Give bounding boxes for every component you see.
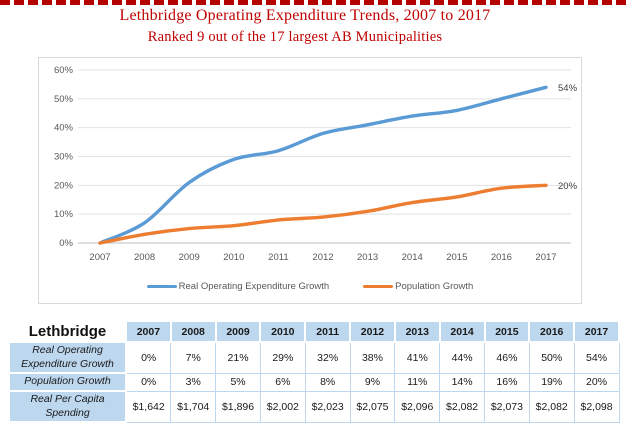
table-value-cell: 29% xyxy=(259,341,306,374)
table-year-header: 2014 xyxy=(438,320,486,343)
x-axis-tick-label: 2007 xyxy=(89,252,110,263)
table-value-cell: 11% xyxy=(394,372,441,392)
y-axis-tick-label: 50% xyxy=(54,94,74,105)
table-value-cell: $2,082 xyxy=(528,390,575,423)
table-row-label: Real Operating Expenditure Growth xyxy=(8,341,127,374)
legend-line-swatch xyxy=(363,284,394,289)
table-row: Real Operating Expenditure Growth 0% 7% 21%… xyxy=(8,341,620,374)
table-year-header: 2016 xyxy=(528,320,576,343)
chart-plot-area: 0% 10% 20% 30% 40% 50% 60% 2007 2008 2009 2010 2011… xyxy=(54,65,578,263)
x-axis-tick-label: 2011 xyxy=(268,252,288,263)
table-year-header: 2012 xyxy=(349,320,396,343)
y-axis-tick-label: 30% xyxy=(54,152,74,163)
table-row-label: Real Per Capita Spending xyxy=(8,390,127,423)
table-year-header: 2011 xyxy=(304,320,352,343)
top-dashed-border xyxy=(0,0,627,5)
y-axis-tick-label: 40% xyxy=(54,123,74,134)
series-end-data-label: 54% xyxy=(558,83,578,94)
table-value-cell: 50% xyxy=(528,341,575,374)
table-value-cell: 3% xyxy=(170,372,217,392)
x-axis-tick-label: 2008 xyxy=(134,252,155,263)
series-line xyxy=(98,85,548,245)
table-corner-label: Lethbridge xyxy=(8,320,127,343)
legend-item: Real Operating Expenditure Growth xyxy=(146,281,330,292)
table-year-header: 2017 xyxy=(573,320,620,343)
x-axis-tick-label: 2012 xyxy=(312,252,333,263)
table-value-cell: 8% xyxy=(304,372,351,392)
table-value-cell: $2,096 xyxy=(394,390,441,423)
table-value-cell: 44% xyxy=(439,341,485,374)
table-row-label: Population Growth xyxy=(8,372,127,392)
table-year-header: 2015 xyxy=(483,320,531,343)
table-year-header: 2008 xyxy=(169,320,217,343)
x-axis-tick-label: 2009 xyxy=(179,252,200,263)
table-value-cell: 14% xyxy=(439,372,485,392)
table-value-cell: $2,082 xyxy=(439,390,485,423)
legend-item: Population Growth xyxy=(363,281,473,292)
x-axis-tick-label: 2013 xyxy=(357,252,378,263)
table-value-cell: 19% xyxy=(528,372,575,392)
table-value-cell: 5% xyxy=(215,372,261,392)
series-end-data-label: 20% xyxy=(558,181,578,192)
table-value-cell: 21% xyxy=(215,341,261,374)
series-line xyxy=(98,183,548,245)
table-value-cell: 6% xyxy=(259,372,306,392)
table-value-cell: 54% xyxy=(573,341,620,374)
chart-legend: Real Operating Expenditure Growth Populat… xyxy=(39,281,581,292)
table-year-header: 2009 xyxy=(214,320,262,343)
y-axis-tick-label: 10% xyxy=(54,209,74,220)
table-value-cell: 9% xyxy=(349,372,396,392)
table-value-cell: 0% xyxy=(125,341,172,374)
x-axis-tick-label: 2017 xyxy=(535,252,556,263)
table-value-cell: 0% xyxy=(125,372,172,392)
x-axis-tick-label: 2010 xyxy=(223,252,244,263)
table-year-header: 2007 xyxy=(125,320,172,343)
table-row: Real Per Capita Spending $1,642 $1,704 $1,8… xyxy=(8,390,620,423)
table-header-row: Lethbridge 2007 2008 2009 2010 2011 2012 2013 2… xyxy=(8,320,620,343)
x-axis-tick-label: 2014 xyxy=(402,252,423,263)
table-year-header: 2013 xyxy=(393,320,441,343)
y-axis-tick-label: 60% xyxy=(54,65,74,76)
table-value-cell: 41% xyxy=(394,341,441,374)
table-value-cell: 20% xyxy=(573,372,620,392)
table-value-cell: $2,002 xyxy=(259,390,306,423)
table-value-cell: 46% xyxy=(484,341,530,374)
table-value-cell: $2,075 xyxy=(349,390,396,423)
legend-line-swatch xyxy=(146,284,177,289)
table-value-cell: $2,098 xyxy=(573,390,620,423)
y-axis-tick-label: 20% xyxy=(54,180,74,191)
chart-subtitle: Ranked 9 out of the 17 largest AB Munici… xyxy=(147,29,443,45)
table-value-cell: $2,023 xyxy=(304,390,351,423)
table-value-cell: 16% xyxy=(484,372,530,392)
legend-label: Real Operating Expenditure Growth xyxy=(178,281,330,292)
line-chart: 0% 10% 20% 30% 40% 50% 60% 2007 2008 2009 2010 2011… xyxy=(38,57,582,304)
chart-title: Lethbridge Operating Expenditure Trends,… xyxy=(119,7,491,24)
table-value-cell: 32% xyxy=(304,341,351,374)
table-value-cell: $1,896 xyxy=(215,390,261,423)
table-value-cell: $2,073 xyxy=(484,390,530,423)
x-axis-tick-label: 2015 xyxy=(446,252,467,263)
table-value-cell: 7% xyxy=(170,341,217,374)
table-value-cell: $1,642 xyxy=(125,390,172,423)
legend-label: Population Growth xyxy=(395,281,474,292)
table-value-cell: $1,704 xyxy=(170,390,217,423)
x-axis-tick-label: 2016 xyxy=(491,252,512,263)
y-axis-tick-label: 0% xyxy=(59,238,73,249)
data-table: Lethbridge 2007 2008 2009 2010 2011 2012 2013 2… xyxy=(8,320,620,423)
table-value-cell: 38% xyxy=(349,341,396,374)
table-row: Population Growth 0% 3% 5% 6% 8% 9% 11% 14% 16% 19… xyxy=(8,372,620,392)
table-year-header: 2010 xyxy=(259,320,307,343)
